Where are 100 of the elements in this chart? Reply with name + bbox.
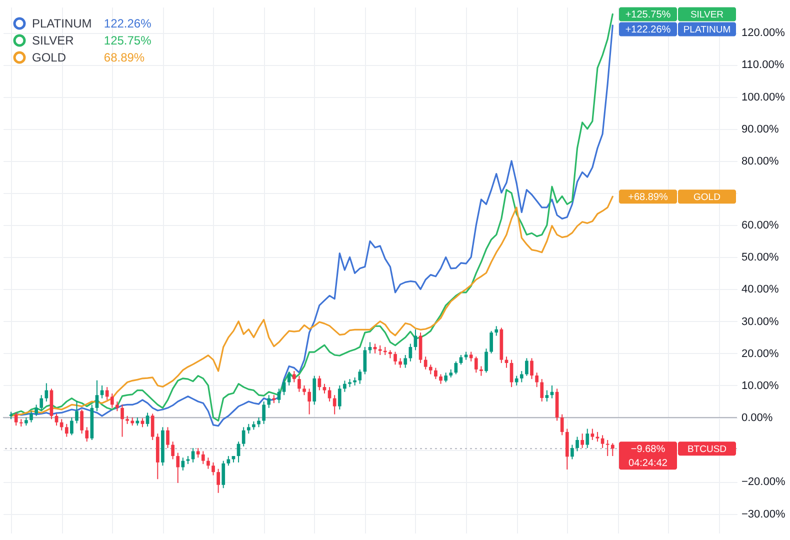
text: PLATINUM <box>683 24 731 36</box>
candlestick <box>206 457 210 470</box>
candlestick <box>181 457 185 471</box>
candlestick <box>490 330 493 354</box>
candlestick <box>116 401 119 412</box>
candlestick <box>530 358 534 380</box>
candlestick <box>576 436 579 452</box>
y-tick-label: 0.00% <box>742 412 773 424</box>
candlestick <box>40 394 44 412</box>
candlestick <box>332 394 336 415</box>
candlestick <box>242 426 246 447</box>
legend-label: PLATINUM <box>32 16 92 30</box>
candlestick <box>298 375 301 392</box>
candlestick <box>105 386 109 400</box>
candlestick <box>150 413 154 440</box>
candlestick <box>439 374 442 384</box>
candlestick <box>176 452 180 484</box>
candlestick <box>222 460 226 489</box>
candlestick <box>226 456 230 466</box>
candlestick <box>424 356 428 370</box>
candlestick <box>166 426 170 449</box>
candlestick <box>287 371 291 386</box>
y-tick-label: 20.00% <box>742 348 780 360</box>
candlestick <box>535 372 538 388</box>
candlestick <box>292 370 296 383</box>
y-tick-label: 110.00% <box>742 59 784 72</box>
candlestick <box>191 448 195 463</box>
candlestick <box>590 428 594 440</box>
candlestick <box>44 382 48 402</box>
y-tick-label: 10.00% <box>742 380 780 392</box>
legend-label: SILVER <box>32 34 74 48</box>
candlestick <box>70 417 74 436</box>
candlestick <box>308 388 311 415</box>
candlestick <box>312 375 316 406</box>
y-tick-label: −30.00% <box>742 508 786 520</box>
annotation: 125.75% <box>104 34 152 48</box>
candlestick <box>606 439 610 457</box>
y-tick-label: 50.00% <box>742 252 780 264</box>
candlestick <box>378 344 382 356</box>
candlestick <box>212 462 215 476</box>
candlestick <box>277 388 281 404</box>
candlestick <box>358 368 362 384</box>
candlestick <box>322 383 326 394</box>
y-tick-label: 90.00% <box>742 123 780 136</box>
candlestick <box>257 417 260 428</box>
candlestick <box>525 358 528 376</box>
candlestick <box>394 351 397 366</box>
y-tick-label: −20.00% <box>742 476 786 488</box>
candlestick <box>600 434 604 449</box>
candlestick <box>216 468 220 494</box>
candlestick <box>404 354 408 368</box>
candlestick <box>459 354 463 366</box>
candlestick <box>54 413 58 426</box>
text: SILVER <box>690 10 724 21</box>
y-tick-label: 100.00% <box>742 91 786 104</box>
annotation: 68.89% <box>104 50 145 64</box>
candlestick <box>586 428 590 449</box>
candlestick <box>95 380 99 412</box>
candlestick <box>110 392 114 408</box>
data-label: +68.89% <box>628 192 668 204</box>
candlestick <box>580 433 584 449</box>
candlestick <box>75 400 78 424</box>
candlestick <box>120 404 124 438</box>
legend-label: GOLD <box>32 50 66 64</box>
candlestick <box>246 423 250 434</box>
candlestick <box>444 372 448 383</box>
candlestick <box>30 410 33 423</box>
candlestick <box>80 409 84 434</box>
candlestick <box>570 444 574 460</box>
candlestick <box>302 384 306 396</box>
candlestick <box>201 450 205 465</box>
candlestick <box>610 442 614 457</box>
candlestick <box>363 346 367 375</box>
candlestick <box>328 386 332 402</box>
candlestick <box>146 412 150 428</box>
candlestick <box>64 423 68 438</box>
candlestick <box>14 412 18 426</box>
candlestick <box>520 370 524 383</box>
candlestick <box>510 359 514 388</box>
annotation: 04:24:42 <box>628 458 668 470</box>
candlestick <box>469 351 473 362</box>
candlestick <box>338 384 342 410</box>
candlestick <box>484 348 488 374</box>
candlestick <box>343 380 346 392</box>
candlestick <box>171 441 174 460</box>
data-label: +122.26% <box>625 24 671 36</box>
text: GOLD <box>694 192 720 204</box>
y-tick-label: 30.00% <box>742 316 780 328</box>
candlestick <box>398 358 402 368</box>
candlestick <box>196 448 200 458</box>
text: BTCUSD <box>687 444 727 456</box>
candlestick <box>560 414 564 436</box>
y-tick-label: 40.00% <box>742 284 780 296</box>
candlestick <box>262 401 266 424</box>
candlestick <box>545 390 549 402</box>
candlestick <box>474 356 478 374</box>
candlestick <box>34 404 38 416</box>
y-tick-label: 120.00% <box>742 27 786 40</box>
candlestick <box>514 375 518 386</box>
candlestick <box>85 426 89 442</box>
